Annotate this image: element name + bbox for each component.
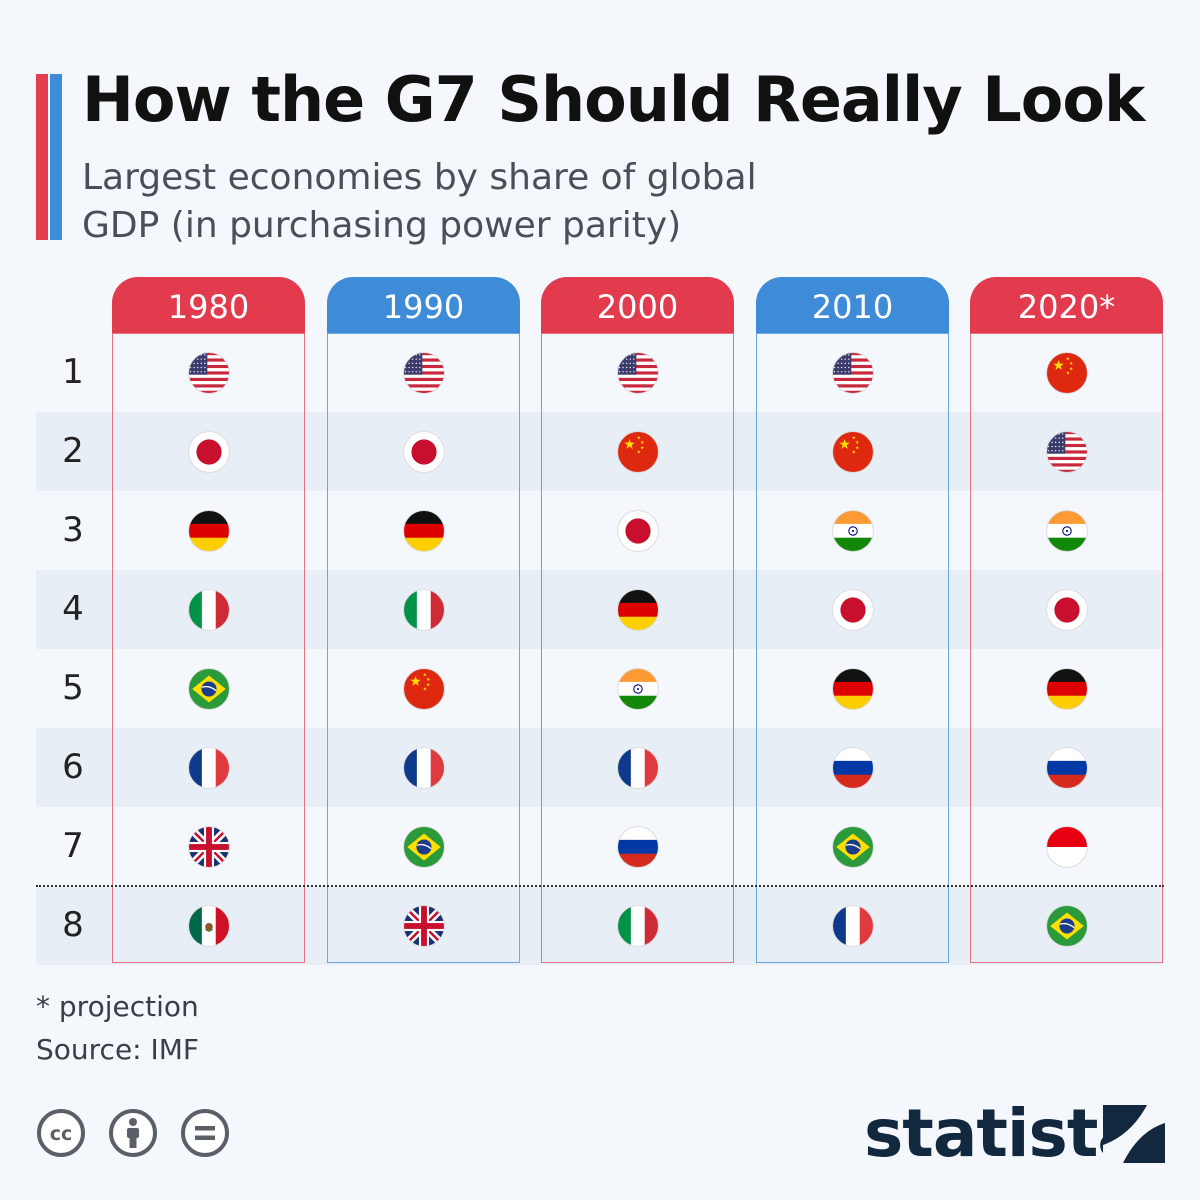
mexico-flag-icon — [187, 904, 230, 947]
china-flag-icon — [402, 667, 445, 710]
france-flag-icon — [402, 746, 445, 789]
rank-label-2: 2 — [62, 431, 84, 471]
usa-flag-icon — [402, 351, 445, 394]
brazil-flag-icon — [1045, 904, 1088, 947]
uk-flag-icon — [187, 825, 230, 868]
rank-label-8: 8 — [62, 905, 84, 945]
column-header-2010: 2010 — [756, 277, 949, 333]
russia-flag-icon — [1045, 746, 1088, 789]
france-flag-icon — [831, 904, 874, 947]
germany-flag-icon — [187, 509, 230, 552]
germany-flag-icon — [1045, 667, 1088, 710]
indonesia-flag-icon — [1045, 825, 1088, 868]
india-flag-icon — [616, 667, 659, 710]
germany-flag-icon — [616, 588, 659, 631]
india-flag-icon — [1045, 509, 1088, 552]
cc-icon[interactable]: cc — [36, 1108, 86, 1158]
china-flag-icon — [616, 430, 659, 473]
japan-flag-icon — [831, 588, 874, 631]
usa-flag-icon — [187, 351, 230, 394]
column-header-2000: 2000 — [541, 277, 734, 333]
no-derivatives-icon[interactable] — [180, 1108, 230, 1158]
russia-flag-icon — [616, 825, 659, 868]
rank-label-5: 5 — [62, 668, 84, 708]
source-note: Source: IMF — [36, 1033, 200, 1066]
usa-flag-icon — [616, 351, 659, 394]
page-title: How the G7 Should Really Look — [82, 63, 1145, 136]
brazil-flag-icon — [402, 825, 445, 868]
russia-flag-icon — [831, 746, 874, 789]
column-box-2000 — [541, 333, 734, 963]
france-flag-icon — [616, 746, 659, 789]
column-header-2020*: 2020* — [970, 277, 1163, 333]
italy-flag-icon — [187, 588, 230, 631]
rank-label-4: 4 — [62, 589, 84, 629]
japan-flag-icon — [402, 430, 445, 473]
germany-flag-icon — [402, 509, 445, 552]
rank-label-3: 3 — [62, 510, 84, 550]
svg-text:cc: cc — [50, 1123, 73, 1145]
china-flag-icon — [1045, 351, 1088, 394]
brazil-flag-icon — [831, 825, 874, 868]
japan-flag-icon — [187, 430, 230, 473]
column-box-1990 — [327, 333, 520, 963]
india-flag-icon — [831, 509, 874, 552]
italy-flag-icon — [402, 588, 445, 631]
italy-flag-icon — [616, 904, 659, 947]
column-box-2020* — [970, 333, 1163, 963]
attribution-icon[interactable] — [108, 1108, 158, 1158]
statista-logo-text[interactable]: statista — [864, 1095, 1142, 1172]
column-header-1980: 1980 — [112, 277, 305, 333]
column-box-1980 — [112, 333, 305, 963]
g7-cutoff-divider — [36, 885, 1164, 887]
germany-flag-icon — [831, 667, 874, 710]
page-subtitle: Largest economies by share of global GDP… — [82, 157, 757, 246]
uk-flag-icon — [402, 904, 445, 947]
rank-label-6: 6 — [62, 747, 84, 787]
rank-label-1: 1 — [62, 352, 84, 392]
japan-flag-icon — [616, 509, 659, 552]
usa-flag-icon — [1045, 430, 1088, 473]
column-box-2010 — [756, 333, 949, 963]
footnote: * projection — [36, 990, 199, 1023]
statista-logo-icon[interactable] — [1103, 1105, 1165, 1163]
brazil-flag-icon — [187, 667, 230, 710]
rank-label-7: 7 — [62, 826, 84, 866]
france-flag-icon — [187, 746, 230, 789]
usa-flag-icon — [831, 351, 874, 394]
japan-flag-icon — [1045, 588, 1088, 631]
china-flag-icon — [831, 430, 874, 473]
column-header-1990: 1990 — [327, 277, 520, 333]
title-accent-bar — [36, 74, 64, 240]
